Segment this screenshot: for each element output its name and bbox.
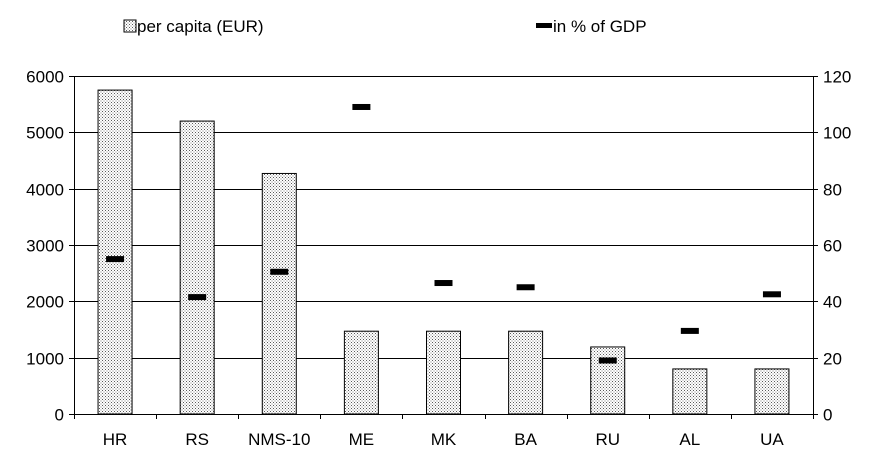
left-tick-label: 1000 bbox=[26, 350, 64, 369]
right-tick-label: 40 bbox=[823, 293, 842, 312]
x-tick-label: RU bbox=[595, 430, 620, 449]
x-tick-label: BA bbox=[514, 430, 537, 449]
marker-me bbox=[352, 103, 371, 110]
legend-label-markers: in % of GDP bbox=[553, 17, 647, 36]
marker-mk bbox=[434, 280, 453, 287]
left-tick-label: 5000 bbox=[26, 124, 64, 143]
x-tick-label: MK bbox=[431, 430, 457, 449]
right-tick-label: 0 bbox=[823, 406, 832, 425]
right-axis-ticks: 0 20 40 60 80 100 120 bbox=[813, 68, 851, 425]
x-tick-label: UA bbox=[760, 430, 784, 449]
bar-mk bbox=[426, 330, 461, 415]
right-tick-label: 60 bbox=[823, 237, 842, 256]
bar-me bbox=[343, 330, 379, 415]
left-axis-ticks: 0 1000 2000 3000 4000 5000 6000 bbox=[26, 68, 74, 425]
legend-swatch-bars bbox=[123, 19, 137, 33]
x-tick-label: ME bbox=[349, 430, 375, 449]
x-axis-ticks: HR RS NMS-10 ME MK BA RU AL UA bbox=[74, 414, 814, 449]
marker-series bbox=[106, 103, 781, 364]
left-tick-label: 0 bbox=[55, 406, 64, 425]
marker-rs bbox=[188, 294, 207, 301]
marker-nms-10 bbox=[270, 268, 289, 275]
x-tick-label: AL bbox=[679, 430, 700, 449]
bar-nms-10 bbox=[261, 172, 297, 415]
x-tick-label: RS bbox=[185, 430, 209, 449]
bar-ru bbox=[590, 346, 626, 415]
marker-ba bbox=[516, 284, 535, 291]
legend: per capita (EUR) in % of GDP bbox=[123, 17, 647, 36]
bar-rs bbox=[179, 120, 215, 415]
bar-ba bbox=[508, 330, 544, 415]
right-tick-label: 80 bbox=[823, 181, 842, 200]
right-tick-label: 120 bbox=[823, 68, 851, 87]
marker-ua bbox=[762, 291, 781, 298]
bar-ua bbox=[754, 368, 790, 415]
legend-item-bars: per capita (EUR) bbox=[123, 17, 264, 36]
left-tick-label: 6000 bbox=[26, 68, 64, 87]
x-tick-label: HR bbox=[103, 430, 128, 449]
left-tick-label: 3000 bbox=[26, 237, 64, 256]
bar-hr bbox=[97, 89, 133, 415]
marker-ru bbox=[598, 357, 617, 364]
left-tick-label: 2000 bbox=[26, 293, 64, 312]
right-tick-label: 100 bbox=[823, 124, 851, 143]
legend-item-markers: in % of GDP bbox=[536, 17, 647, 36]
x-tick-label: NMS-10 bbox=[248, 430, 310, 449]
bar-series bbox=[97, 89, 790, 415]
right-tick-label: 20 bbox=[823, 350, 842, 369]
legend-label-bars: per capita (EUR) bbox=[137, 17, 264, 36]
marker-hr bbox=[106, 256, 125, 263]
bar-al bbox=[672, 368, 708, 415]
left-tick-label: 4000 bbox=[26, 181, 64, 200]
legend-swatch-markers bbox=[536, 23, 552, 28]
marker-al bbox=[680, 327, 699, 334]
